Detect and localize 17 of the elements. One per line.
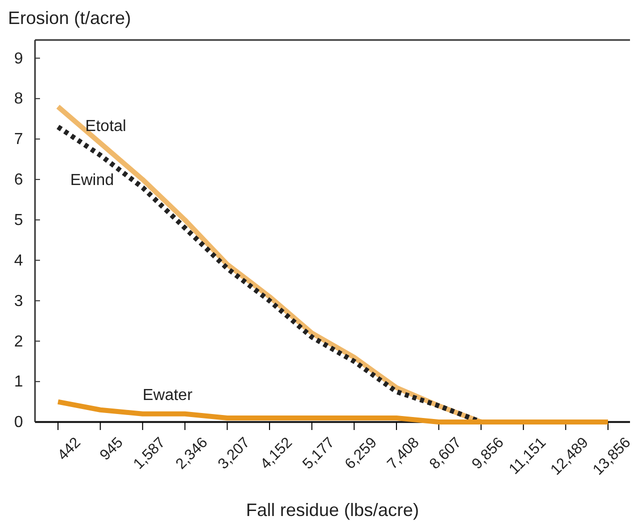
x-tick-label: 945	[96, 434, 126, 464]
y-tick-label: 6	[14, 172, 24, 189]
x-axis-title: Fall residue (lbs/acre)	[246, 500, 420, 520]
y-tick-label: 2	[14, 333, 24, 350]
y-tick-label: 1	[14, 374, 24, 391]
series-label: Ewind	[70, 172, 114, 190]
series-label: Etotal	[85, 118, 126, 136]
series-label: Ewater	[142, 386, 194, 404]
y-axis-title: Erosion (t/acre)	[8, 8, 132, 28]
y-tick-label: 7	[14, 131, 24, 148]
y-tick-label: 5	[14, 212, 24, 230]
y-tick-label: 8	[14, 90, 24, 108]
x-tick-label: 442	[54, 434, 84, 464]
y-tick-label: 3	[14, 292, 24, 310]
y-tick-label: 0	[14, 414, 24, 432]
y-tick-label: 9	[14, 50, 24, 68]
y-tick-label: 4	[14, 252, 24, 270]
